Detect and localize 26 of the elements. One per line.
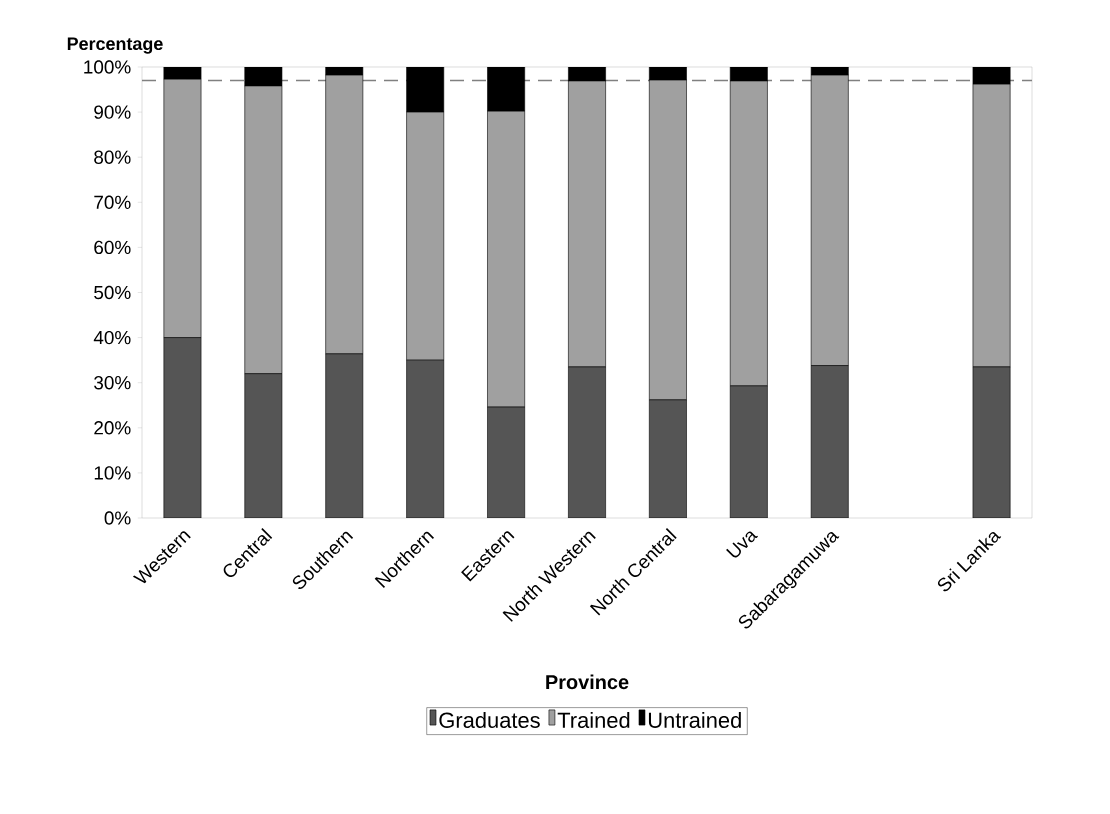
bar	[163, 337, 202, 518]
legend-label: Untrained	[648, 711, 741, 729]
legend-label: Trained	[557, 711, 630, 729]
y-tick-label: 0%	[104, 511, 131, 525]
bar	[487, 406, 525, 518]
x-axis-title: Province	[546, 674, 629, 690]
y-tick-label: 30%	[94, 376, 131, 390]
y-tick-label: 80%	[94, 150, 131, 164]
bar	[649, 399, 687, 518]
y-axis-title: Percentage	[67, 37, 163, 54]
bar	[244, 373, 283, 518]
y-tick-label: 60%	[94, 240, 131, 255]
y-tick-label: 20%	[94, 421, 131, 435]
y-tick-label: 70%	[94, 195, 131, 209]
y-tick-label: 10%	[94, 466, 131, 480]
bar	[406, 359, 445, 518]
y-tick-label: 90%	[94, 105, 131, 119]
y-tick-label: 40%	[93, 330, 131, 345]
bar	[810, 365, 849, 518]
y-tick-label: 50%	[94, 285, 131, 300]
y-tick-label: 100%	[84, 60, 131, 74]
bar	[972, 366, 1011, 518]
bar	[568, 366, 606, 518]
bar	[729, 385, 768, 518]
bar	[325, 353, 364, 518]
legend-label: Graduates	[439, 711, 540, 729]
